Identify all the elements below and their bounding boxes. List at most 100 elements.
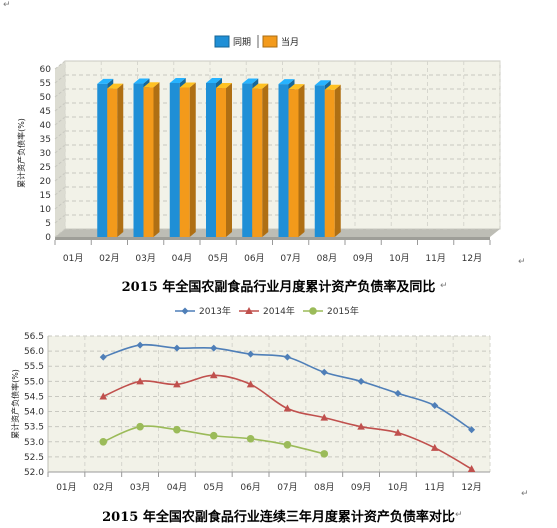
data-point [209, 371, 218, 379]
bar-chart-monthly-ratio: 0 5 10 15 20 25 30 35 40 45 50 55 60 累计资产负债率(%) 01月 02月… [16, 35, 501, 264]
bar-side [334, 84, 341, 237]
y-tick-label: 54.0 [24, 408, 44, 418]
data-point [394, 428, 402, 436]
legend-item-2014年: 2014年 [239, 305, 295, 317]
y-gridline-side [54, 172, 66, 182]
x-tick-label: 06月 [240, 482, 260, 493]
x-tick-label: 08月 [314, 482, 334, 493]
data-point [467, 464, 476, 472]
data-point [209, 431, 218, 440]
y-gridline-side [54, 186, 66, 196]
bar-front [288, 89, 299, 237]
paragraph-mark: ↵ [521, 489, 529, 499]
series-2015年 [99, 422, 329, 458]
bar-side [226, 83, 232, 237]
data-point [309, 307, 317, 315]
bar-front [206, 83, 216, 237]
bar-front [133, 83, 144, 237]
x-tick-label: 05月 [208, 253, 228, 264]
x-tick-label: 06月 [244, 253, 264, 264]
y-gridline-side [54, 144, 66, 154]
y-tick-label: 55.0 [24, 377, 44, 387]
data-point [431, 402, 439, 410]
data-point [245, 307, 253, 314]
y-gridline-side [54, 228, 66, 238]
bar-side [153, 82, 160, 237]
bar-front [107, 88, 118, 237]
bar-side [298, 84, 305, 237]
bar-front [97, 83, 108, 237]
bar-front [324, 89, 335, 237]
y-tick-label: 40 [40, 121, 52, 131]
plot-floor-edge [55, 237, 490, 240]
data-point [246, 434, 255, 443]
x-tick-label: 03月 [135, 253, 155, 264]
y-tick-label: 15 [40, 191, 51, 201]
bar-side [262, 83, 269, 237]
y-gridline-side [54, 102, 66, 112]
x-tick-label: 04月 [172, 253, 192, 264]
y-gridline-side [54, 60, 66, 70]
bar-top [206, 78, 222, 83]
y-gridline-side [54, 116, 66, 126]
bar-top [169, 78, 186, 83]
legend-label: 当月 [281, 36, 299, 48]
y-tick-label: 45 [40, 107, 51, 117]
legend-label: 2014年 [263, 305, 295, 317]
bar-top [107, 83, 124, 89]
x-tick-label: 11月 [425, 482, 445, 493]
data-point [99, 392, 108, 400]
bar-top [179, 82, 196, 88]
bar-top [216, 83, 232, 89]
data-point [394, 389, 402, 397]
paragraph-mark: ↵ [518, 257, 526, 267]
x-tick-label: 05月 [204, 482, 224, 493]
y-axis-label: 累计资产负债率(%) [16, 118, 26, 188]
bar-front [314, 85, 325, 237]
data-point [136, 341, 144, 349]
x-tick-label: 10月 [388, 482, 408, 493]
data-point [320, 450, 329, 458]
y-tick-label: 56.5 [24, 332, 44, 342]
y-tick-label: 25 [40, 163, 51, 173]
data-point [173, 344, 181, 352]
data-point [136, 377, 144, 385]
y-gridline-side [54, 158, 66, 168]
bar-front [278, 84, 289, 237]
data-point [136, 422, 144, 431]
data-point [320, 413, 329, 421]
paragraph-mark: ↵ [455, 510, 463, 520]
legend-swatch [262, 35, 278, 48]
bar-当月-02月 [107, 83, 124, 237]
bar-front [242, 83, 253, 237]
x-tick-label: 03月 [130, 482, 150, 493]
data-point [210, 344, 218, 352]
plot-floor [55, 229, 500, 237]
y-gridline-side [54, 200, 66, 210]
bar-top [97, 78, 114, 84]
x-tick-label: 04月 [167, 482, 187, 493]
data-point [357, 422, 365, 430]
data-point [246, 380, 255, 388]
bar-top [278, 79, 295, 85]
bar-front [252, 88, 263, 237]
paragraph-mark: ↵ [440, 281, 448, 291]
bar-当月-05月 [216, 83, 232, 237]
data-point [320, 368, 328, 376]
x-tick-label: 07月 [277, 482, 297, 493]
bar-top [143, 82, 160, 88]
bar-top [288, 84, 305, 90]
data-point [283, 404, 292, 412]
legend-item-2015年: 2015年 [303, 305, 359, 317]
data-point [468, 426, 476, 434]
y-tick-label: 30 [40, 149, 52, 159]
bar-front [169, 83, 180, 237]
legend-item-2013年: 2013年 [175, 305, 231, 317]
y-tick-label: 53.5 [24, 423, 44, 433]
x-tick-label: 02月 [99, 253, 119, 264]
bar-top [324, 84, 341, 90]
data-point [283, 441, 292, 449]
bar-front [216, 88, 226, 237]
bar-top [314, 80, 331, 86]
y-tick-label: 52.5 [24, 453, 44, 463]
